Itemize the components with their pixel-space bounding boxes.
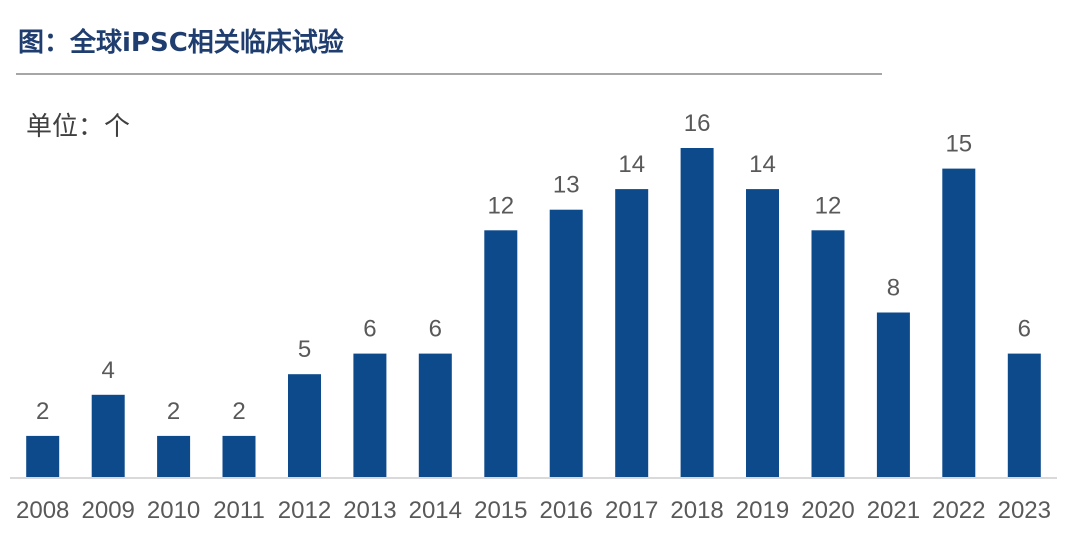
bar-value-label-2021: 8 xyxy=(887,275,900,302)
bar-2014 xyxy=(418,353,452,477)
bar-2020 xyxy=(811,230,845,478)
bar-value-label-2013: 6 xyxy=(363,316,376,343)
bar-value-label-2019: 14 xyxy=(749,151,776,178)
x-tick-label-2020: 2020 xyxy=(801,497,854,524)
bar-value-label-2014: 6 xyxy=(429,316,442,343)
bars-group xyxy=(26,148,1041,478)
x-tick-label-2009: 2009 xyxy=(82,497,135,524)
bar-value-label-2012: 5 xyxy=(298,336,311,363)
bar-value-label-2020: 12 xyxy=(815,192,842,219)
bar-value-label-2022: 15 xyxy=(945,131,972,158)
bar-2012 xyxy=(288,374,321,477)
bar-2018 xyxy=(680,148,714,477)
x-tick-label-2023: 2023 xyxy=(998,497,1051,524)
unit-label: 单位：个 xyxy=(26,112,131,142)
bar-2019 xyxy=(746,189,779,477)
chart-title: 图：全球iPSC相关临床试验 xyxy=(18,28,344,58)
bar-value-label-2018: 16 xyxy=(684,110,711,137)
x-tick-label-2022: 2022 xyxy=(932,497,985,524)
bar-2009 xyxy=(91,394,125,478)
title-divider xyxy=(16,73,882,75)
bar-value-label-2023: 6 xyxy=(1018,316,1031,343)
bar-value-label-2008: 2 xyxy=(36,398,49,425)
bar-2011 xyxy=(222,435,256,477)
bar-2013 xyxy=(353,353,387,477)
bar-2015 xyxy=(484,230,518,478)
x-tick-label-2010: 2010 xyxy=(147,497,200,524)
x-tick-label-2021: 2021 xyxy=(867,497,920,524)
bar-value-label-2009: 4 xyxy=(102,357,115,384)
bar-2017 xyxy=(615,189,649,477)
x-tick-label-2017: 2017 xyxy=(605,497,658,524)
x-tick-label-2011: 2011 xyxy=(213,497,265,524)
x-tick-label-2012: 2012 xyxy=(278,497,331,524)
bar-2021 xyxy=(876,312,910,477)
bar-2008 xyxy=(26,435,60,477)
bar-value-label-2010: 2 xyxy=(167,398,180,425)
x-tick-label-2014: 2014 xyxy=(409,497,462,524)
x-tick-label-2013: 2013 xyxy=(343,497,396,524)
bar-value-label-2011: 2 xyxy=(232,398,245,425)
bar-2016 xyxy=(549,209,583,477)
x-tick-label-2019: 2019 xyxy=(736,497,789,524)
x-tick-label-2008: 2008 xyxy=(16,497,69,524)
bar-2010 xyxy=(157,435,191,477)
bar-2023 xyxy=(1007,353,1041,477)
x-tick-label-2015: 2015 xyxy=(474,497,527,524)
x-tick-label-2016: 2016 xyxy=(540,497,593,524)
bar-value-label-2017: 14 xyxy=(618,151,645,178)
x-tick-label-2018: 2018 xyxy=(670,497,723,524)
bar-value-label-2015: 12 xyxy=(487,192,514,219)
x-tick-labels-group: 2008 2009 2010 2011 2012 2013 2014 2015 2016 2017… xyxy=(16,497,1051,524)
bar-labels-group: 2 4 2 2 5 6 6 12 13 14 16 14 12 8 15 6 xyxy=(36,110,1031,425)
bar-2022 xyxy=(942,168,976,477)
bar-value-label-2016: 13 xyxy=(553,172,580,199)
